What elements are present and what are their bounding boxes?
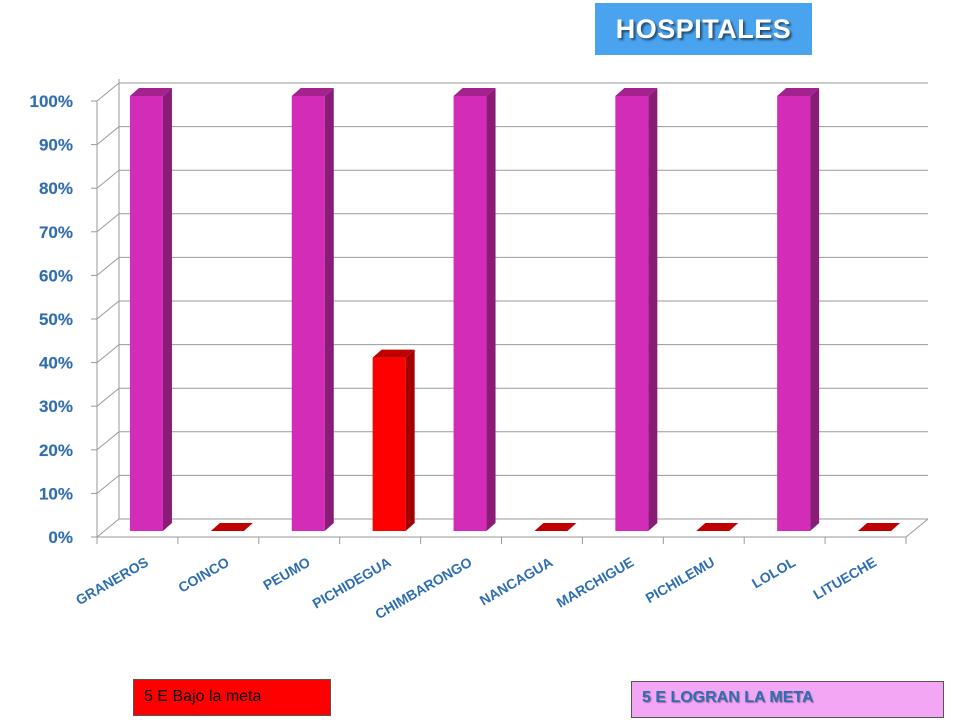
legend-met-goal-label: 5 E LOGRAN LA META [642, 689, 814, 706]
bar-lolol [777, 88, 820, 531]
bar-chimbarongo [453, 88, 496, 531]
x-category-label: GRANEROS [73, 554, 151, 608]
bar-peumo [291, 88, 334, 531]
bar-top [615, 88, 658, 96]
gridline [96, 387, 928, 407]
x-category-label: PICHILEMU [643, 554, 718, 606]
gridline [96, 518, 928, 538]
y-tick-label: 100% [30, 92, 73, 111]
x-category-label: NANCAGUA [477, 554, 556, 609]
bar-top [858, 523, 901, 531]
bar-front [291, 96, 325, 531]
gridline [96, 126, 928, 145]
chart-title-box: HOSPITALES [595, 3, 812, 55]
bar-front [615, 96, 649, 531]
y-tick-label: 50% [39, 310, 73, 329]
bar-layer [129, 88, 901, 531]
bar-marchigue [615, 88, 658, 531]
bar-side [648, 88, 658, 531]
gridline [96, 431, 928, 451]
bar-graneros [129, 88, 172, 531]
bar-side [810, 88, 820, 531]
bar-top [372, 349, 415, 358]
y-tick-label: 70% [39, 223, 73, 242]
x-category-label: COINCO [175, 554, 232, 596]
bar-pichilemu [696, 523, 739, 531]
grid-layer [91, 79, 929, 544]
bar-top [777, 88, 820, 96]
y-tick-label: 90% [39, 136, 73, 155]
bar-front [453, 96, 487, 531]
gridline [96, 474, 928, 494]
y-tick-label: 30% [39, 397, 73, 416]
legend-below-goal: 5 E Bajo la meta [133, 679, 331, 716]
bar-nancagua [534, 523, 577, 531]
bar-front [777, 96, 811, 531]
bar-top [453, 88, 496, 96]
gridline [96, 213, 928, 233]
bar-side [324, 88, 334, 531]
bar-side [162, 88, 172, 531]
gridline [96, 82, 928, 102]
bar-top [696, 523, 739, 531]
bar-pichidegua [372, 349, 415, 531]
bar-front [372, 357, 406, 531]
chart-title: HOSPITALES [615, 13, 792, 44]
x-category-label: LITUECHE [810, 554, 879, 603]
bar-top [291, 88, 334, 96]
bar-coinco [210, 523, 253, 531]
bar-top [534, 523, 577, 531]
y-tick-label: 20% [39, 441, 73, 460]
bar-front [129, 96, 163, 531]
x-category-label: LOLOL [749, 554, 798, 592]
y-tick-label: 10% [39, 484, 73, 503]
y-tick-label: 0% [48, 528, 73, 547]
gridline [96, 300, 928, 320]
bar-side [486, 88, 496, 531]
bar-side [405, 349, 415, 531]
gridline [96, 344, 928, 363]
legend-met-goal: 5 E LOGRAN LA META [631, 681, 944, 718]
x-category-label: PEUMO [260, 554, 313, 594]
gridline [96, 169, 928, 189]
bar-litueche [858, 523, 901, 531]
y-tick-label: 80% [39, 179, 73, 198]
y-tick-label: 60% [39, 266, 73, 285]
x-category-label: MARCHIGUE [554, 554, 637, 611]
y-tick-label: 40% [39, 354, 73, 373]
floor-right-edge [905, 518, 929, 538]
gridline [96, 256, 928, 276]
legend-below-goal-label: 5 E Bajo la meta [144, 688, 262, 705]
bar-top [129, 88, 172, 96]
bar-top [210, 523, 253, 531]
